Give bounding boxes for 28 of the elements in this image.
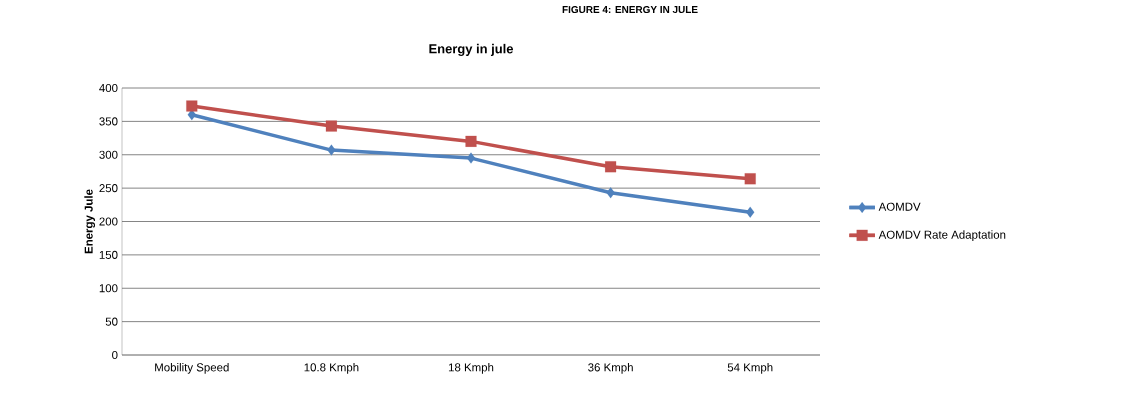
x-tick-label: 36 Kmph [588,363,633,374]
y-tick-label: 50 [105,317,118,326]
caption: FIGURE 4: ENERGY IN JULE [562,6,698,14]
point [186,100,198,112]
point [327,144,336,156]
y-tick-label: 150 [99,250,118,259]
y-tick-label: 200 [99,217,118,226]
point [746,206,755,218]
y-tick-label: 100 [99,284,118,293]
point [466,152,476,164]
point [465,135,477,147]
y-tick-label: 250 [99,184,118,193]
y-tick-label: 0 [112,350,118,360]
x-tick-label: 54 Kmph [727,363,773,374]
x-tick-label: Mobility Speed [155,363,229,374]
point [744,173,756,185]
y-tick-label: 300 [99,150,118,159]
legend-label: AOMDV [878,202,921,211]
y-tick-label: 400 [99,83,118,93]
point [325,120,337,132]
y-tick-label: 350 [99,117,118,126]
chart-title: Energy in jule [429,43,514,57]
point [605,161,617,173]
legend-label: AOMDV Rate Adaptation [878,230,1006,242]
x-tick-label: 10.8 Kmph [304,363,359,374]
point [606,187,615,199]
x-tick-label: 18 Kmph [448,363,494,374]
y-axis-title: Energy Jule [84,189,96,254]
